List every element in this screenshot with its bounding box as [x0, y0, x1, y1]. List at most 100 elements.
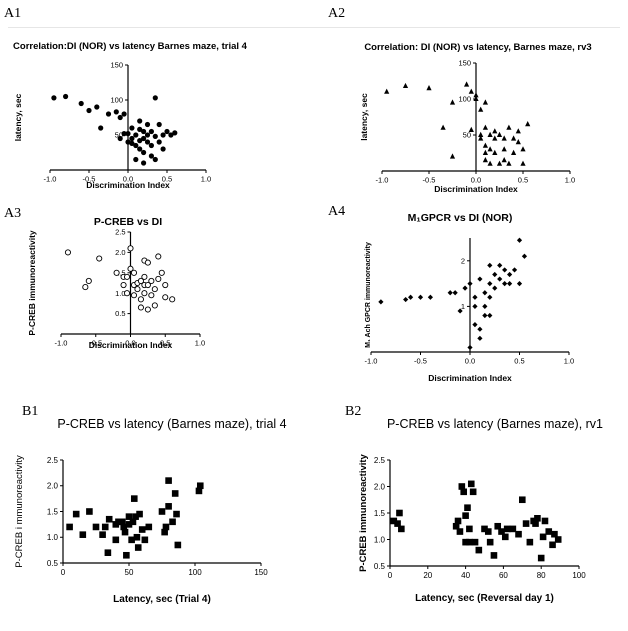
a1-data-point	[152, 156, 158, 163]
a1-data-point	[141, 128, 147, 135]
b1-data-point	[138, 526, 146, 533]
a2-data-point	[506, 124, 512, 130]
b2-data-point	[390, 517, 398, 525]
a1-data-point	[156, 139, 162, 145]
a4-x-tick-label: -1.0	[365, 357, 378, 366]
a3-data-point	[148, 277, 155, 285]
a1-data-point	[164, 128, 170, 135]
a2-data-point	[496, 131, 503, 137]
a4-data-point	[462, 285, 468, 291]
b2-data-point	[396, 509, 403, 517]
a1-data-point	[113, 109, 119, 115]
a4-data-point	[521, 253, 528, 259]
b1-y-tick-label: 1.0	[47, 533, 59, 542]
a1-data-point	[144, 139, 151, 145]
a3-data-point	[130, 269, 138, 276]
a4-y-axis-label: M₁ Ach GPCR immunoreactivity	[365, 242, 372, 348]
b2-x-tick-label: 0	[388, 571, 393, 580]
b1-data-point	[169, 518, 176, 526]
a1-data-point	[160, 132, 166, 138]
a4-data-point	[472, 294, 478, 300]
b2-data-point	[458, 483, 466, 490]
a1-data-point	[156, 121, 162, 128]
b1-data-point	[121, 528, 129, 536]
a3-data-point	[155, 275, 162, 282]
a4-data-point	[378, 299, 384, 305]
b2-y-tick-label: 2.5	[374, 456, 386, 465]
b1-data-point	[101, 523, 109, 531]
a2-data-point	[501, 135, 507, 141]
a3-data-point	[137, 277, 144, 285]
a4-data-point	[482, 303, 488, 309]
a4-data-point	[511, 267, 518, 273]
a3-data-point	[127, 265, 134, 272]
b1-data-point	[195, 487, 203, 495]
b1-data-point	[133, 533, 141, 541]
b1-x-tick-label: 150	[254, 568, 268, 577]
a2-data-point	[487, 146, 493, 152]
a2-x-tick-label: -1.0	[376, 176, 389, 185]
b1-data-point	[161, 528, 168, 536]
a4-data-point	[408, 294, 414, 300]
a4-data-point	[507, 281, 513, 287]
a3-x-tick-label: -0.5	[89, 339, 102, 348]
b1-data-point	[130, 495, 138, 502]
b2-data-point	[467, 480, 475, 488]
b1-data-point	[134, 544, 142, 551]
b2-data-point	[503, 525, 511, 533]
a2-x-tick-label: -0.5	[423, 176, 436, 185]
b2-data-point	[539, 533, 547, 541]
a4-x-tick-label: 0.0	[465, 357, 475, 366]
a3-y-axis-label: P-CREB immunoreactivity	[27, 230, 37, 336]
b1-data-point	[79, 531, 87, 538]
a4-data-point	[492, 271, 498, 278]
panel-label-b2: B2	[345, 404, 362, 419]
b2-y-tick-label: 1.5	[374, 509, 386, 518]
a2-data-point	[511, 135, 517, 141]
b2-data-point	[462, 512, 469, 519]
a2-data-point	[482, 99, 488, 105]
a4-data-point	[472, 322, 478, 328]
a1-data-point	[121, 111, 127, 117]
panel-label-b1: B1	[22, 404, 39, 419]
b1-data-point	[72, 510, 80, 518]
b1-data-point	[141, 536, 149, 544]
a2-y-axis-label: latency, sec	[359, 93, 369, 141]
a2-data-point	[449, 99, 456, 105]
b1-data-point	[162, 523, 170, 531]
b1-data-point	[158, 508, 166, 515]
a3-data-point	[85, 277, 92, 285]
a4-data-point	[457, 308, 463, 314]
b2-data-point	[394, 520, 401, 527]
a4-data-point	[487, 262, 493, 268]
b1-data-point	[165, 477, 172, 484]
a3-title: P-CREB vs DI	[94, 216, 162, 228]
b2-y-tick-label: 2.0	[374, 482, 386, 491]
a1-data-point	[129, 140, 135, 146]
a3-y-tick-label: 2.5	[115, 228, 125, 237]
b1-y-tick-label: 2.5	[47, 456, 59, 465]
b2-data-point	[526, 538, 534, 546]
a4-x-tick-label: 1.0	[564, 357, 574, 366]
b1-data-point	[145, 523, 153, 531]
a3-data-point	[134, 286, 141, 293]
a2-data-point	[473, 95, 479, 101]
a4-x-tick-label: 0.5	[514, 357, 524, 366]
a2-data-point	[464, 81, 470, 87]
a1-data-point	[125, 139, 131, 145]
a2-y-tick-label: 50	[463, 131, 471, 140]
b1-y-tick-label: 1.5	[47, 507, 59, 516]
b2-data-point	[501, 533, 509, 541]
a2-data-point	[440, 124, 446, 130]
a4-data-point	[492, 285, 498, 291]
a1-data-point	[63, 93, 69, 100]
a1-data-point	[117, 114, 123, 121]
b2-x-tick-label: 60	[499, 571, 508, 580]
a2-data-point	[426, 85, 432, 91]
a1-y-tick-label: 50	[115, 131, 123, 140]
a2-data-point	[478, 131, 484, 137]
a3-x-tick-label: -1.0	[55, 339, 68, 348]
a3-data-point	[141, 273, 148, 280]
b1-x-tick-label: 50	[125, 568, 134, 577]
